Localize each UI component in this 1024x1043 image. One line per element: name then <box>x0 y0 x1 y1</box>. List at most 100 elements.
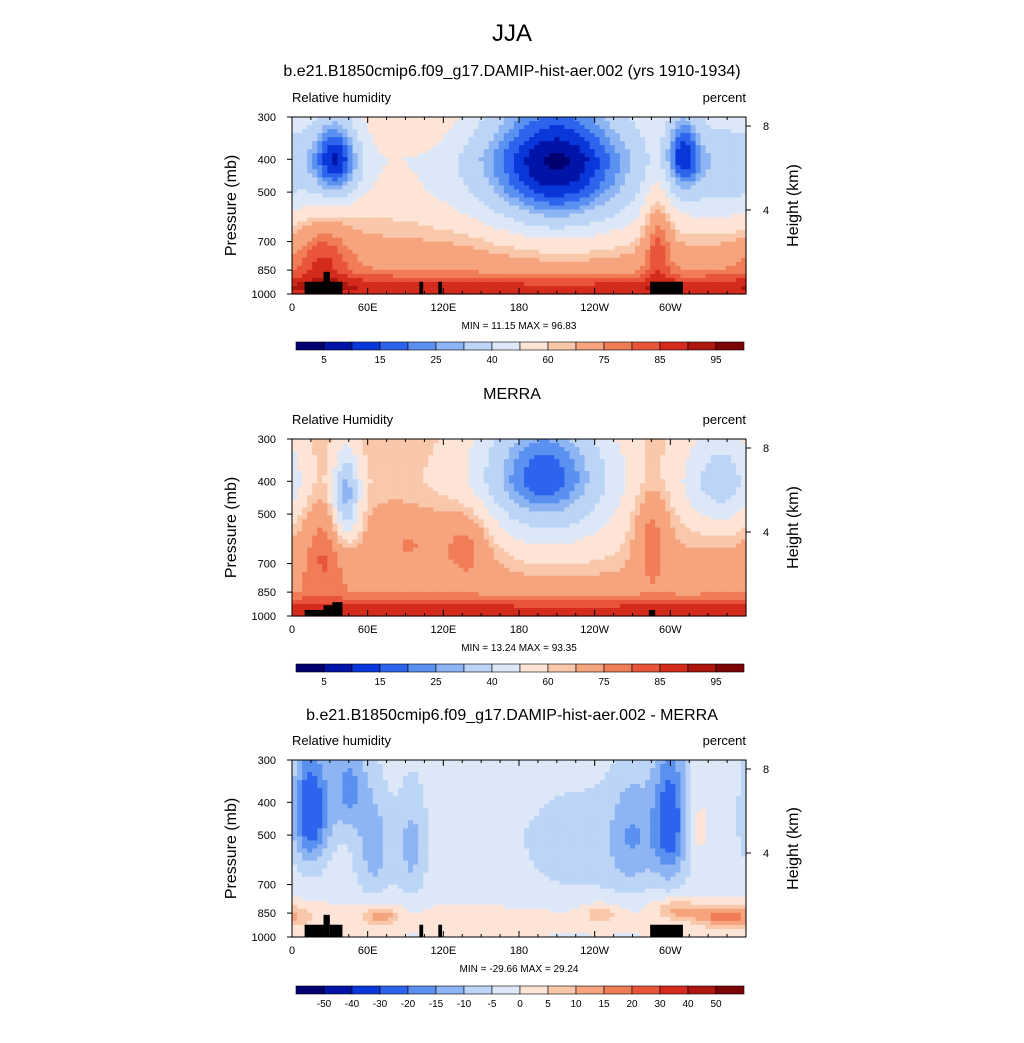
field-cell <box>569 149 575 154</box>
field-cell <box>448 282 454 287</box>
field-cell <box>403 214 409 219</box>
field-cell <box>554 266 560 271</box>
field-cell <box>383 173 389 178</box>
field-cell <box>393 447 399 452</box>
field-cell <box>433 467 439 472</box>
field-cell <box>509 451 515 456</box>
field-cell <box>716 201 722 206</box>
field-cell <box>620 181 626 186</box>
panel-2-title: MERRA <box>0 386 1024 404</box>
field-cell <box>554 262 560 267</box>
field-cell <box>373 226 379 231</box>
field-cell <box>569 141 575 146</box>
field-cell <box>640 149 646 154</box>
field-cell <box>549 266 555 271</box>
colorbar-swatch <box>436 342 464 350</box>
field-cell <box>398 250 404 255</box>
field-cell <box>595 181 601 186</box>
colorbar-label: 25 <box>430 355 442 366</box>
field-cell <box>363 206 369 211</box>
field-cell <box>504 262 510 267</box>
field-cell <box>706 121 712 126</box>
field-cell <box>307 258 313 263</box>
field-cell <box>731 254 737 259</box>
field-cell <box>342 451 348 456</box>
field-cell <box>363 137 369 142</box>
field-cell <box>489 238 495 243</box>
field-cell <box>322 177 328 182</box>
field-cell <box>585 157 591 162</box>
field-cell <box>726 218 732 223</box>
field-cell <box>554 145 560 150</box>
field-cell <box>353 262 359 267</box>
field-cell <box>494 262 500 267</box>
field-cell <box>680 129 686 134</box>
field-cell <box>297 254 303 259</box>
field-cell <box>499 169 505 174</box>
field-cell <box>600 455 606 460</box>
field-cell <box>539 238 545 243</box>
field-cell <box>615 254 621 259</box>
field-cell <box>438 141 444 146</box>
field-cell <box>590 282 596 287</box>
field-cell <box>706 286 712 291</box>
field-cell <box>645 230 651 235</box>
field-cell <box>423 246 429 251</box>
field-cell <box>564 274 570 279</box>
field-cell <box>489 471 495 476</box>
field-cell <box>630 161 636 166</box>
field-cell <box>479 242 485 247</box>
field-cell <box>736 133 742 138</box>
field-cell <box>585 206 591 211</box>
field-cell <box>716 471 722 476</box>
field-cell <box>327 214 333 219</box>
field-cell <box>726 181 732 186</box>
field-cell <box>378 185 384 190</box>
field-cell <box>574 459 580 464</box>
field-cell <box>615 206 621 211</box>
field-cell <box>378 133 384 138</box>
field-cell <box>398 226 404 231</box>
field-cell <box>398 218 404 223</box>
field-cell <box>403 234 409 239</box>
field-cell <box>322 447 328 452</box>
field-cell <box>544 222 550 227</box>
y-tick-label: 300 <box>258 112 276 124</box>
field-cell <box>388 254 394 259</box>
field-cell <box>358 169 364 174</box>
field-cell <box>691 246 697 251</box>
field-cell <box>660 238 666 243</box>
field-cell <box>302 165 308 170</box>
field-cell <box>373 157 379 162</box>
field-cell <box>474 250 480 255</box>
field-cell <box>347 222 353 227</box>
field-cell <box>464 286 470 291</box>
field-cell <box>625 129 631 134</box>
field-cell <box>574 129 580 134</box>
field-cell <box>726 254 732 259</box>
field-cell <box>474 189 480 194</box>
field-cell <box>569 286 575 291</box>
field-cell <box>650 234 656 239</box>
field-cell <box>691 157 697 162</box>
field-cell <box>534 185 540 190</box>
field-cell <box>494 439 500 444</box>
field-cell <box>615 149 621 154</box>
field-cell <box>363 173 369 178</box>
field-cell <box>549 475 555 480</box>
field-cell <box>615 210 621 215</box>
field-cell <box>332 226 338 231</box>
field-cell <box>711 439 717 444</box>
field-cell <box>453 145 459 150</box>
field-cell <box>504 282 510 287</box>
field-cell <box>509 125 515 130</box>
field-cell <box>317 173 323 178</box>
field-cell <box>635 443 641 448</box>
field-cell <box>413 181 419 186</box>
field-cell <box>580 459 586 464</box>
field-cell <box>625 270 631 275</box>
field-cell <box>332 185 338 190</box>
field-cell <box>605 210 611 215</box>
field-cell <box>403 125 409 130</box>
field-cell <box>615 258 621 263</box>
